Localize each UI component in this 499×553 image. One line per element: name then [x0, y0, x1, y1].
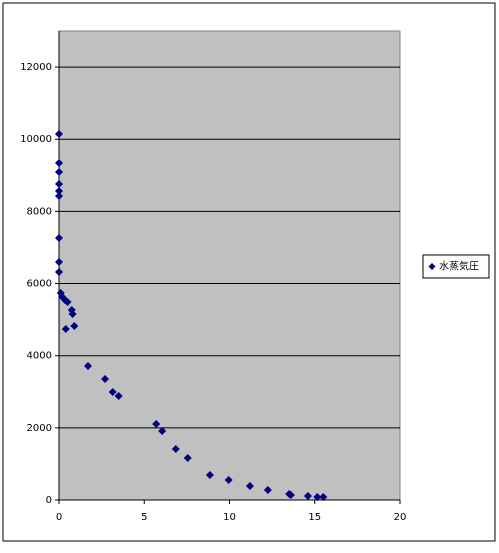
x-tick-label: 0	[56, 512, 62, 523]
point	[245, 482, 254, 491]
y-tick-label: 4000	[27, 351, 52, 362]
point	[313, 493, 322, 502]
point	[224, 476, 233, 485]
y-tick-label: 10000	[20, 134, 52, 145]
y-tick-label: 12000	[20, 62, 52, 73]
legend-marker	[428, 263, 436, 270]
point	[55, 159, 63, 168]
point	[61, 324, 70, 333]
point	[101, 374, 110, 383]
point	[70, 322, 79, 331]
point	[68, 310, 77, 319]
point	[108, 388, 117, 397]
point	[83, 362, 92, 371]
point	[183, 454, 192, 463]
point	[152, 420, 161, 429]
point	[158, 427, 167, 436]
y-tick-label: 2000	[27, 423, 52, 434]
y-tick-label: 0	[46, 495, 52, 506]
point	[205, 470, 214, 479]
point	[58, 293, 67, 302]
point	[55, 192, 63, 201]
point	[55, 268, 63, 277]
point	[55, 130, 63, 139]
y-tick-label: 8000	[27, 206, 52, 217]
x-tick-label: 15	[308, 512, 321, 523]
x-tick-label: 20	[394, 512, 407, 523]
point	[55, 187, 63, 196]
point	[263, 486, 272, 495]
legend-box	[422, 254, 490, 279]
x-tick-label: 10	[223, 512, 236, 523]
point	[114, 392, 123, 401]
point	[303, 491, 312, 500]
point	[55, 258, 63, 267]
point	[63, 298, 72, 307]
point	[55, 234, 63, 243]
point	[55, 168, 63, 177]
plot-area	[58, 30, 401, 501]
y-tick-label: 6000	[27, 279, 52, 290]
point	[319, 493, 328, 502]
point	[55, 180, 63, 189]
x-tick-label: 5	[141, 512, 147, 523]
legend-label: 水蒸気圧	[439, 260, 479, 273]
point	[286, 490, 295, 499]
point	[171, 445, 180, 454]
